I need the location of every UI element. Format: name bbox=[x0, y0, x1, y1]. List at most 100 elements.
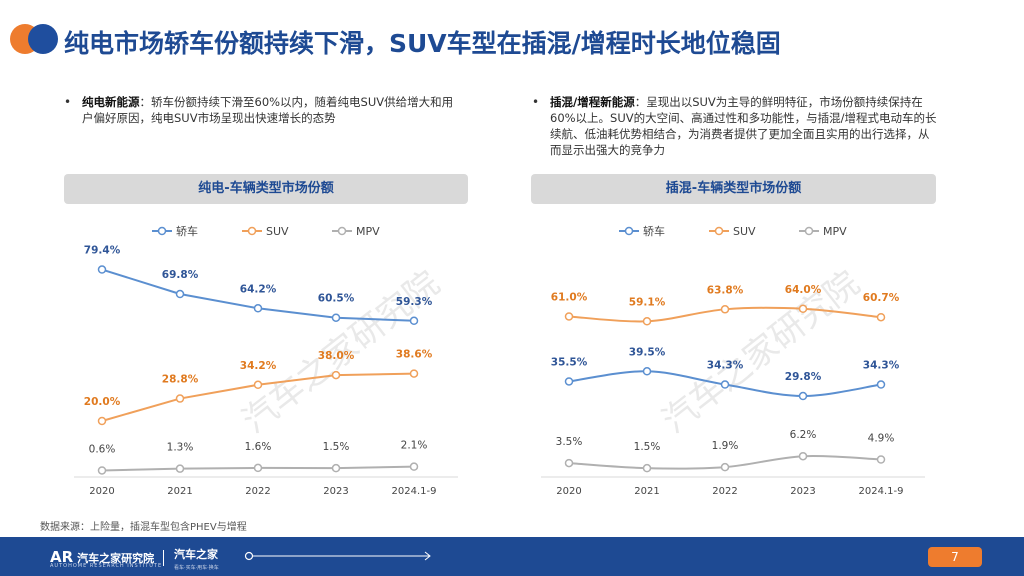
bullet-dot-icon: • bbox=[64, 95, 72, 109]
legend-label-sedan: 轿车 bbox=[643, 224, 665, 238]
x-tick-label: 2024.1-9 bbox=[859, 486, 904, 497]
data-label-mpv: 1.3% bbox=[167, 442, 194, 454]
data-label-mpv: 1.9% bbox=[712, 440, 739, 452]
data-label-sedan: 79.4% bbox=[84, 245, 121, 257]
data-point-sedan bbox=[564, 377, 574, 386]
title-logo-dots bbox=[6, 22, 58, 56]
legend-marker-sedan bbox=[624, 226, 634, 236]
legend-marker-suv bbox=[247, 226, 257, 236]
data-label-suv: 38.0% bbox=[318, 350, 355, 362]
data-point-suv bbox=[876, 312, 886, 322]
x-tick-label: 2020 bbox=[556, 486, 581, 497]
data-label-suv: 28.8% bbox=[162, 374, 199, 386]
data-label-suv: 20.0% bbox=[84, 396, 121, 408]
legend-label-sedan: 轿车 bbox=[176, 224, 198, 238]
data-point-suv bbox=[253, 380, 263, 390]
data-label-sedan: 60.5% bbox=[318, 293, 355, 305]
data-label-suv: 34.2% bbox=[240, 360, 277, 372]
data-label-sedan: 34.3% bbox=[707, 360, 744, 372]
page-number: 7 bbox=[928, 547, 982, 567]
data-point-suv bbox=[97, 416, 107, 426]
legend-marker-mpv bbox=[804, 226, 814, 236]
legend-marker-suv bbox=[714, 226, 724, 236]
data-label-suv: 64.0% bbox=[785, 284, 822, 296]
data-label-mpv: 4.9% bbox=[868, 433, 895, 445]
data-label-mpv: 1.5% bbox=[634, 441, 661, 453]
bullet-right-text: ：呈现出以SUV为主导的鲜明特征，市场份额持续保持在60%以上。SUV的大空间、… bbox=[550, 95, 937, 157]
x-tick-label: 2020 bbox=[89, 486, 114, 497]
data-point-sedan bbox=[175, 289, 185, 299]
data-label-suv: 60.7% bbox=[863, 292, 900, 304]
brand-autohome-sub: 看车·买车·用车·换车 bbox=[174, 565, 219, 571]
page-title: 纯电市场轿车份额持续下滑，SUV车型在插混/增程时长地位稳固 bbox=[64, 29, 781, 58]
bullet-left-text: ：轿车份额持续下滑至60%以内，随着纯电SUV供给增大和用户偏好原因，纯电SUV… bbox=[82, 95, 454, 125]
x-tick-label: 2022 bbox=[245, 486, 270, 497]
chart-left-title: 纯电-车辆类型市场份额 bbox=[64, 174, 468, 204]
brand-institute-sub: AUTOHOME RESEARCH INSTITUTE bbox=[50, 563, 163, 569]
data-point-mpv bbox=[564, 458, 574, 468]
blue-dot-icon bbox=[28, 24, 58, 54]
data-point-sedan bbox=[798, 391, 808, 401]
data-label-mpv: 6.2% bbox=[790, 429, 817, 441]
data-label-sedan: 59.3% bbox=[396, 296, 433, 308]
data-label-sedan: 64.2% bbox=[240, 283, 277, 295]
data-label-suv: 63.8% bbox=[707, 284, 744, 296]
brand-institute: AR 汽车之家研究院 AUTOHOME RESEARCH INSTITUTE bbox=[50, 548, 161, 569]
ar-logo-icon: AR bbox=[50, 548, 74, 566]
brand-divider bbox=[163, 550, 164, 566]
chart-phev-share: 轿车 SUV MPV 2020 2021 2022 2023 2024.1-9 35.5% 39.… bbox=[541, 224, 925, 497]
x-tick-label: 2021 bbox=[634, 486, 659, 497]
x-tick-label: 2023 bbox=[323, 486, 348, 497]
data-label-sedan: 29.8% bbox=[785, 371, 822, 383]
bullet-left-heading: 纯电新能源 bbox=[82, 95, 140, 109]
data-point-suv bbox=[175, 394, 185, 403]
data-point-suv bbox=[642, 317, 652, 326]
footer-bar bbox=[0, 537, 1024, 576]
data-label-sedan: 69.8% bbox=[162, 269, 199, 281]
x-tick-label: 2024.1-9 bbox=[392, 486, 437, 497]
data-point-mpv bbox=[175, 464, 185, 473]
data-point-mpv bbox=[97, 466, 107, 475]
data-point-mpv bbox=[253, 463, 263, 473]
data-label-suv: 59.1% bbox=[629, 296, 666, 308]
data-point-suv bbox=[409, 369, 419, 378]
data-label-suv: 38.6% bbox=[396, 349, 433, 361]
data-label-sedan: 34.3% bbox=[863, 360, 900, 372]
data-point-suv bbox=[331, 370, 341, 380]
data-point-suv bbox=[720, 305, 730, 314]
brand-autohome-name: 汽车之家 bbox=[174, 548, 218, 561]
data-point-mpv bbox=[409, 462, 419, 471]
data-point-sedan bbox=[253, 304, 263, 313]
legend-label-suv: SUV bbox=[733, 225, 756, 238]
legend-label-mpv: MPV bbox=[356, 225, 380, 238]
x-tick-label: 2023 bbox=[790, 486, 815, 497]
data-point-sedan bbox=[720, 380, 730, 389]
bullet-right: • 插混/增程新能源：呈现出以SUV为主导的鲜明特征，市场份额持续保持在60%以… bbox=[532, 94, 940, 158]
data-point-mpv bbox=[798, 451, 808, 461]
bullet-left: • 纯电新能源：轿车份额持续下滑至60%以内，随着纯电SUV供给增大和用户偏好原… bbox=[64, 94, 462, 126]
data-source-note: 数据来源：上险量，插混车型包含PHEV与增程 bbox=[40, 522, 247, 533]
data-label-sedan: 35.5% bbox=[551, 356, 588, 368]
brand-institute-name: 汽车之家研究院 bbox=[77, 552, 155, 565]
legend-marker-sedan bbox=[157, 226, 167, 236]
data-label-mpv: 3.5% bbox=[556, 436, 583, 448]
data-label-mpv: 1.5% bbox=[323, 441, 350, 453]
data-point-sedan bbox=[876, 380, 886, 389]
x-tick-label: 2022 bbox=[712, 486, 737, 497]
data-point-suv bbox=[564, 312, 574, 321]
data-point-sedan bbox=[409, 316, 419, 326]
chart-right-title: 插混-车辆类型市场份额 bbox=[531, 174, 936, 204]
legend-label-suv: SUV bbox=[266, 225, 289, 238]
x-tick-label: 2021 bbox=[167, 486, 192, 497]
brand-autohome: 汽车之家 看车·买车·用车·换车 bbox=[174, 546, 219, 571]
data-label-suv: 61.0% bbox=[551, 291, 588, 303]
data-point-sedan bbox=[97, 265, 107, 274]
data-label-mpv: 2.1% bbox=[401, 440, 428, 452]
data-point-sedan bbox=[331, 313, 341, 322]
data-point-mpv bbox=[876, 455, 886, 464]
data-label-sedan: 39.5% bbox=[629, 346, 666, 358]
bullet-dot-icon: • bbox=[532, 95, 540, 109]
data-point-mpv bbox=[331, 463, 341, 473]
data-label-mpv: 0.6% bbox=[89, 443, 116, 455]
data-point-mpv bbox=[642, 463, 652, 473]
